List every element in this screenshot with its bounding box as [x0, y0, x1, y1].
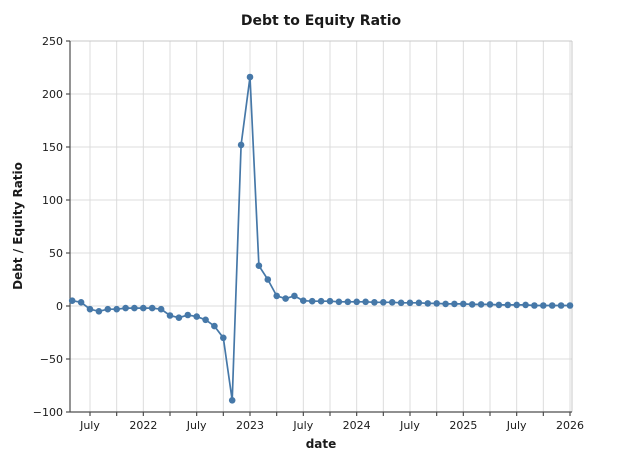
y-tick-label: 200: [42, 88, 63, 101]
y-tick-label: 0: [56, 300, 63, 313]
data-point: [513, 301, 520, 309]
data-point: [477, 301, 485, 308]
data-point: [397, 299, 405, 307]
data-point: [522, 301, 529, 309]
y-tick-label: −100: [33, 406, 63, 419]
x-tick-label: 2025: [449, 419, 477, 432]
data-point: [255, 262, 263, 270]
data-point: [131, 304, 138, 312]
data-point: [380, 299, 387, 306]
x-tick-label: July: [399, 419, 420, 432]
y-tick-label: 150: [42, 141, 63, 154]
data-point: [175, 314, 183, 322]
axis-ticks: 250 200 150 100 50 0 −50 −100 July 2022 July 2023 Ju…: [33, 35, 584, 432]
x-tick-label: July: [506, 419, 527, 432]
data-point: [113, 305, 120, 313]
x-tick-label: 2026: [556, 419, 584, 432]
y-tick-label: −50: [40, 353, 63, 366]
data-point: [220, 334, 227, 342]
data-point: [460, 300, 467, 308]
data-point: [77, 299, 85, 306]
data-point: [68, 297, 76, 305]
data-point: [388, 299, 396, 306]
data-point: [86, 305, 94, 313]
data-point: [148, 304, 156, 312]
data-point: [344, 298, 352, 306]
data-point: [486, 301, 494, 308]
data-point: [353, 298, 361, 306]
data-point: [415, 299, 423, 307]
data-point: [442, 300, 449, 308]
data-point: [228, 397, 236, 404]
data-point: [468, 301, 476, 308]
data-point: [95, 308, 103, 315]
data-point: [433, 300, 441, 307]
x-tick-label: July: [186, 419, 207, 432]
y-tick-label: 250: [42, 35, 63, 48]
data-point: [317, 297, 325, 305]
y-tick-label: 100: [42, 194, 63, 207]
data-point: [548, 302, 556, 309]
data-point: [184, 311, 192, 319]
data-point: [406, 299, 414, 307]
data-point: [424, 300, 432, 307]
data-point: [335, 298, 343, 306]
data-point: [566, 302, 574, 309]
data-point: [246, 73, 254, 81]
y-axis-label: Debt / Equity Ratio: [11, 162, 25, 290]
x-tick-label: 2023: [236, 419, 264, 432]
data-point: [371, 299, 378, 306]
x-tick-label: 2022: [129, 419, 157, 432]
series-line: [71, 76, 571, 402]
data-point: [504, 301, 512, 309]
data-point: [140, 304, 147, 312]
data-point: [531, 302, 538, 309]
data-point: [193, 313, 200, 320]
data-point: [291, 292, 298, 300]
x-tick-label: July: [79, 419, 100, 432]
data-point: [557, 302, 565, 309]
x-axis-label: date: [306, 437, 337, 451]
gridlines: [70, 40, 572, 413]
data-point: [264, 276, 272, 283]
data-point: [122, 304, 129, 312]
x-tick-label: 2024: [343, 419, 371, 432]
data-point: [362, 298, 369, 306]
data-series: [68, 73, 574, 404]
data-point: [540, 302, 547, 309]
y-tick-label: 50: [49, 247, 63, 260]
data-point: [308, 297, 316, 305]
data-point: [495, 301, 503, 309]
data-point: [273, 292, 281, 300]
data-point: [202, 316, 209, 324]
data-point: [326, 297, 334, 305]
x-tick-label: July: [292, 419, 313, 432]
data-point: [300, 297, 307, 305]
data-point: [451, 300, 458, 308]
data-point: [282, 295, 289, 302]
chart-title: Debt to Equity Ratio: [241, 13, 402, 29]
plot-border: [69, 40, 573, 413]
data-point: [211, 322, 218, 330]
data-point: [237, 141, 245, 149]
data-point: [104, 305, 112, 313]
data-point: [166, 312, 174, 319]
data-point: [157, 305, 165, 313]
